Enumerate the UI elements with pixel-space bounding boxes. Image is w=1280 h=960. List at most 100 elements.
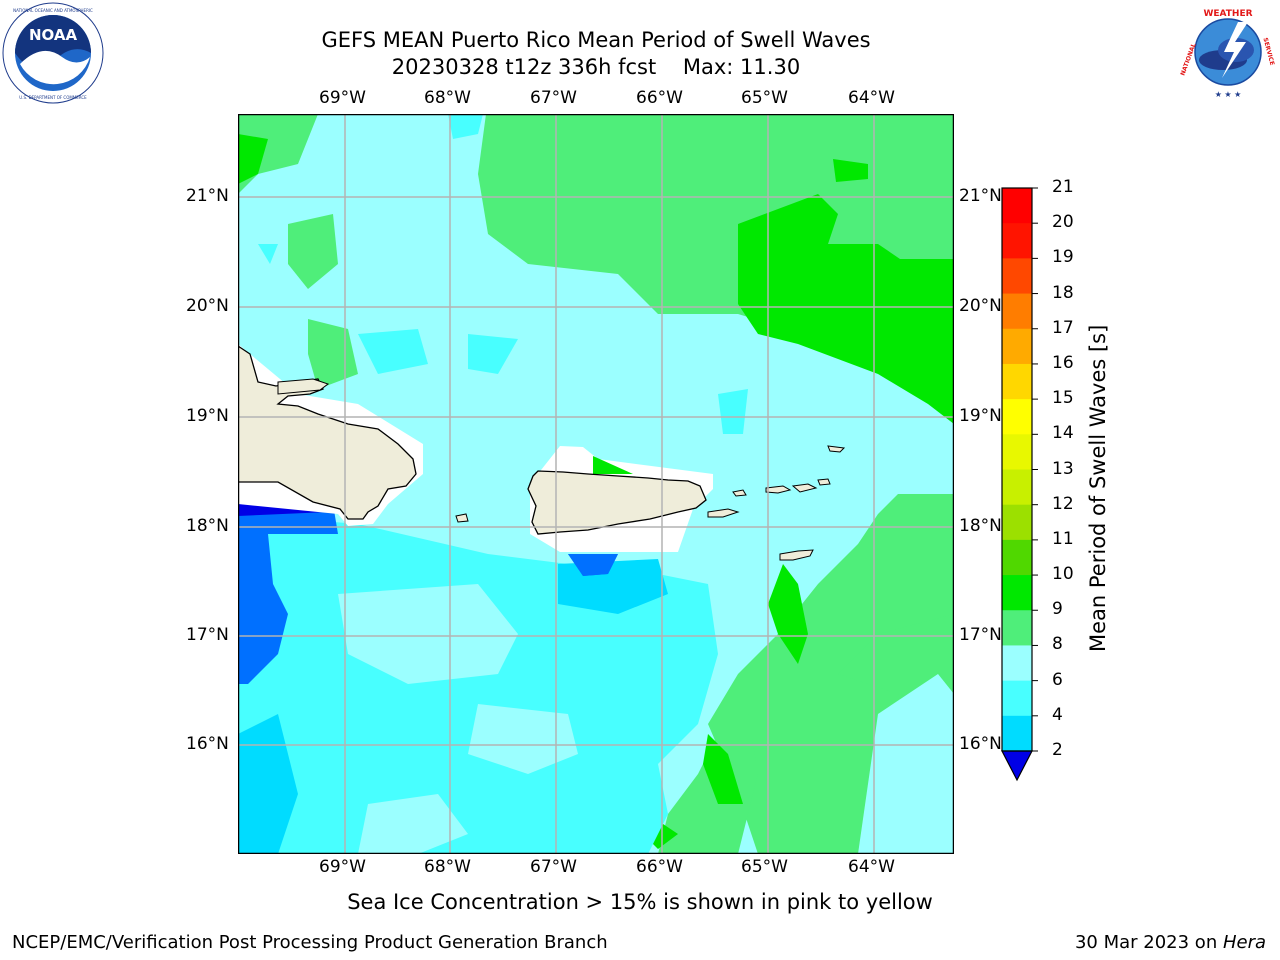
- chart-subtitle: 20230328 t12z 336h fcst Max: 11.30: [391, 55, 801, 79]
- colorbar-swatch: [1002, 610, 1032, 646]
- colorbar-tick-label: 19: [1052, 247, 1074, 268]
- land-tortola: [791, 483, 818, 493]
- svg-text:U.S. DEPARTMENT OF COMMERCE: U.S. DEPARTMENT OF COMMERCE: [19, 95, 87, 100]
- lat-label-left: 19°N: [186, 406, 229, 426]
- field-10-11s-nw: [238, 134, 268, 184]
- nws-logo: WEATHER NATIONAL SERVICE ★ ★ ★: [1178, 2, 1278, 102]
- field-6-8s-patch: [258, 244, 278, 264]
- field-4-6s-sw: [238, 714, 298, 854]
- field-8-9s-patch: [358, 794, 468, 854]
- field-9-10s-patch: [288, 214, 338, 289]
- land-anegada: [827, 445, 846, 453]
- field-6-8s-patch: [468, 334, 518, 374]
- chart-title: GEFS MEAN Puerto Rico Mean Period of Swe…: [321, 28, 871, 52]
- colorbar-tick-label: 14: [1052, 423, 1074, 444]
- lon-label-bottom: 68°W: [424, 857, 471, 877]
- footer-date: 30 Mar 2023 on Hera: [1075, 932, 1266, 953]
- colorbar-labels: 21 20 19 18 17 16 15 14 13 12 11 10 9 8 6 4 2: [1052, 177, 1112, 767]
- land-st-thomas: [765, 485, 792, 494]
- colorbar-tick-label: 10: [1052, 564, 1074, 585]
- lon-label-bottom: 66°W: [636, 857, 683, 877]
- field-8-9s-patch: [468, 704, 578, 774]
- colorbar-swatch: [1002, 539, 1032, 576]
- colorbar-tick-label: 17: [1052, 317, 1074, 338]
- colorbar: [1000, 187, 1038, 783]
- field-10-11s-east: [768, 564, 808, 664]
- colorbar-extend-triangle: [1001, 750, 1033, 782]
- field-10-11s-patch: [833, 159, 868, 182]
- land-saona: [277, 378, 330, 395]
- field-10-11s-coastal: [593, 456, 633, 474]
- colorbar-tick-label: 8: [1052, 634, 1063, 655]
- lat-label-right: 20°N: [959, 296, 1002, 316]
- colorbar-swatch: [1002, 258, 1032, 295]
- svg-text:★ ★ ★: ★ ★ ★: [1215, 90, 1242, 99]
- colorbar-title: Mean Period of Swell Waves [s]: [1086, 324, 1110, 652]
- field-6-8s-patch: [448, 114, 483, 139]
- colorbar-tick-label: 2: [1052, 740, 1063, 760]
- lon-label-bottom: 65°W: [741, 857, 788, 877]
- land-st-croix: [779, 549, 814, 561]
- lon-label-top: 68°W: [424, 88, 471, 108]
- noaa-logo-text: NOAA: [29, 26, 78, 44]
- lon-label-top: 65°W: [741, 88, 788, 108]
- colorbar-swatches: [1001, 187, 1038, 782]
- colorbar-tick-label: 16: [1052, 352, 1074, 373]
- land-virgin-gorda: [817, 478, 831, 486]
- field-10-11s-ne: [738, 194, 954, 424]
- field-6-8s-patch: [358, 329, 428, 374]
- colorbar-swatch: [1002, 223, 1032, 259]
- footer-credit: NCEP/EMC/Verification Post Processing Pr…: [12, 932, 608, 953]
- colorbar-swatch: [1002, 363, 1032, 400]
- land-mona-island: [455, 513, 469, 523]
- colorbar-tick-label: 20: [1052, 212, 1074, 233]
- map-border: [237, 113, 955, 855]
- lat-label-right: 18°N: [959, 516, 1002, 536]
- swell-period-map: [237, 113, 955, 855]
- footer-host: Hera: [1222, 932, 1266, 953]
- colorbar-swatch: [1002, 575, 1032, 611]
- footer-date-text: 30 Mar 2023 on: [1074, 932, 1223, 953]
- colorbar-tick-label: 11: [1052, 528, 1074, 549]
- colorbar-tick-label: 9: [1052, 599, 1063, 620]
- lon-label-top: 67°W: [530, 88, 577, 108]
- field-8-9s-patch: [338, 584, 518, 684]
- land-vieques: [707, 508, 740, 518]
- map-panel: [237, 113, 955, 855]
- lon-label-top: 64°W: [848, 88, 895, 108]
- lat-label-left: 21°N: [186, 186, 229, 206]
- lat-label-right: 17°N: [959, 625, 1002, 645]
- colorbar-swatch: [1002, 680, 1032, 717]
- lat-label-left: 18°N: [186, 516, 229, 536]
- colorbar-tick-label: 4: [1052, 704, 1063, 725]
- colorbar-swatch: [1002, 434, 1032, 470]
- colorbar-tick-label: 18: [1052, 282, 1074, 303]
- colorbar-tick-label: 13: [1052, 458, 1074, 479]
- svg-text:WEATHER: WEATHER: [1203, 9, 1252, 19]
- field-10-11s-south: [703, 734, 743, 804]
- svg-text:NATIONAL OCEANIC AND ATMOSPHER: NATIONAL OCEANIC AND ATMOSPHERIC: [13, 8, 93, 13]
- colorbar-swatch: [1002, 188, 1032, 224]
- colorbar-swatch: [1002, 504, 1032, 541]
- lat-label-left: 16°N: [186, 734, 229, 754]
- land-culebra: [732, 489, 747, 497]
- lat-label-right: 19°N: [959, 406, 1002, 426]
- field-9-10s-south: [658, 714, 758, 854]
- colorbar-swatch: [1002, 328, 1032, 365]
- colorbar-tick-label: 12: [1052, 493, 1074, 514]
- noaa-logo: NOAA NATIONAL OCEANIC AND ATMOSPHERIC U.…: [2, 2, 104, 104]
- field-2-4s-west: [238, 504, 338, 684]
- colorbar-tick-label: 21: [1052, 177, 1074, 197]
- lat-label-right: 21°N: [959, 186, 1002, 206]
- sea-ice-caption: Sea Ice Concentration > 15% is shown in …: [347, 890, 933, 914]
- field-2-4s-coastal: [568, 554, 618, 576]
- lon-label-top: 69°W: [319, 88, 366, 108]
- field-8-9s-se: [858, 674, 954, 854]
- lat-label-left: 20°N: [186, 296, 229, 316]
- colorbar-tick-label: 15: [1052, 388, 1074, 409]
- lon-label-bottom: 67°W: [530, 857, 577, 877]
- lon-label-top: 66°W: [636, 88, 683, 108]
- colorbar-swatch: [1002, 293, 1032, 330]
- lon-label-bottom: 64°W: [848, 857, 895, 877]
- lon-label-bottom: 69°W: [319, 857, 366, 877]
